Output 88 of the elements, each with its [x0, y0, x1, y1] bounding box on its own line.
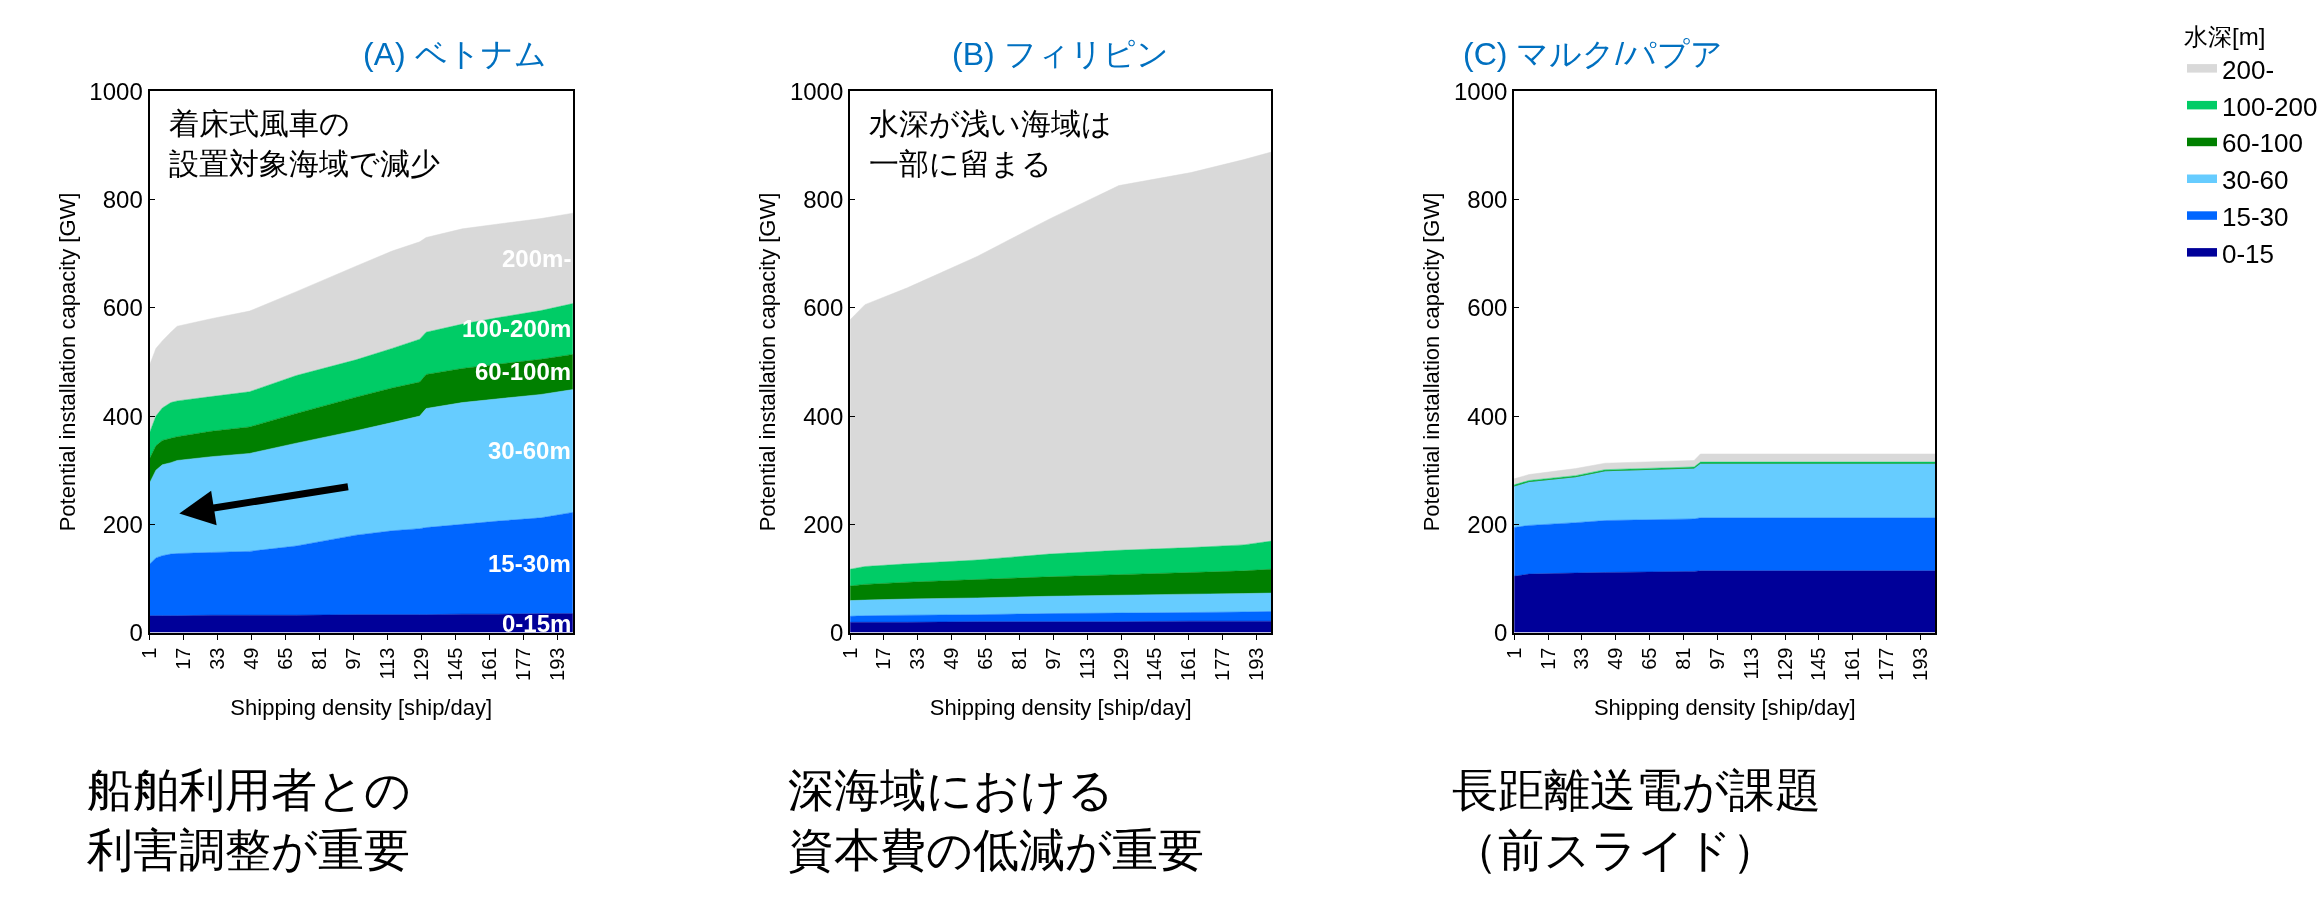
y-tick-label: 0 [129, 618, 143, 646]
y-tick-label: 400 [1467, 402, 1508, 430]
y-tick-label: 400 [102, 402, 143, 430]
x-tick-label: 49 [940, 647, 963, 670]
y-tick-label: 600 [803, 294, 844, 322]
y-axis-title: Potential installation capacity [GW] [755, 192, 781, 532]
legend-label: 30-60 [2222, 165, 2289, 196]
x-tick-label: 161 [478, 647, 501, 681]
chart-title: (C) マルク/パプア [1463, 36, 1724, 72]
legend-label: 100-200 [2222, 91, 2318, 122]
x-tick-label: 177 [1875, 647, 1898, 681]
y-tick-label: 800 [803, 186, 844, 214]
x-tick-label: 33 [906, 647, 929, 670]
x-tick-label: 97 [342, 647, 365, 670]
y-tick-label: 200 [102, 510, 143, 538]
x-tick-label: 113 [1075, 647, 1098, 680]
annotation: 設置対象海域で減少 [169, 147, 440, 180]
text: 深海域における [788, 764, 1114, 816]
annotation: 着床式風車の [169, 107, 350, 140]
legend-label: 15-30 [2222, 201, 2289, 232]
x-axis-title: Shipping density [ship/day] [929, 695, 1192, 721]
x-tick-label: 145 [444, 647, 467, 681]
y-tick-label: 1000 [89, 77, 143, 105]
x-axis-title: Shipping density [ship/day] [1593, 695, 1856, 721]
annotation: 水深が浅い海域は [869, 107, 1112, 140]
chart-title: (B) フィリピン [952, 36, 1169, 72]
x-tick-label: 1 [838, 647, 861, 659]
x-tick-label: 193 [1909, 647, 1932, 681]
x-tick-label: 33 [206, 647, 229, 670]
x-tick-label: 97 [1705, 647, 1728, 670]
series-label: 30-60m [488, 437, 571, 464]
text: （前スライド） [1452, 824, 1778, 876]
annotation: 一部に留まる [869, 147, 1052, 180]
x-tick-label: 161 [1177, 647, 1200, 681]
x-tick-label: 65 [1638, 647, 1661, 670]
x-tick-label: 17 [172, 647, 195, 670]
series-label: 15-30m [488, 550, 571, 577]
legend-title: 水深[m] [2184, 23, 2266, 51]
x-axis-title: Shipping density [ship/day] [230, 695, 493, 721]
y-tick-label: 0 [1493, 618, 1508, 646]
y-tick-label: 800 [102, 186, 143, 214]
x-tick-label: 97 [1041, 647, 1064, 670]
x-tick-label: 177 [1211, 647, 1234, 681]
y-axis-title: Potential installation capacity [GW] [54, 192, 80, 532]
x-tick-label: 129 [1109, 647, 1132, 681]
x-tick-label: 113 [1739, 647, 1762, 680]
x-tick-label: 193 [546, 647, 569, 681]
x-tick-label: 129 [410, 647, 433, 681]
x-tick-label: 65 [974, 647, 997, 670]
x-tick-label: 193 [1245, 647, 1267, 681]
x-tick-label: 65 [274, 647, 297, 670]
legend-label: 60-100 [2222, 128, 2303, 159]
legend-label: 200- [2222, 54, 2275, 85]
series-label: 60-100m [475, 358, 572, 385]
x-tick-label: 129 [1773, 647, 1796, 681]
x-tick-label: 113 [376, 647, 399, 680]
y-tick-label: 0 [829, 618, 844, 646]
text: 資本費の低減が重要 [788, 824, 1204, 876]
y-axis-title: Potential installation capacity [GW] [1419, 192, 1445, 532]
y-tick-label: 200 [803, 510, 844, 538]
series-label: 0-15m [502, 610, 572, 637]
x-tick-label: 49 [240, 647, 263, 670]
chart-title: (A) ベトナム [363, 36, 547, 72]
x-tick-label: 81 [1007, 647, 1030, 670]
x-tick-label: 161 [1841, 647, 1864, 681]
x-tick-label: 33 [1570, 647, 1593, 670]
x-tick-label: 17 [872, 647, 895, 670]
y-tick-label: 800 [1467, 186, 1508, 214]
y-tick-label: 200 [1467, 510, 1508, 538]
y-tick-label: 1000 [789, 77, 844, 105]
y-tick-label: 1000 [1453, 77, 1508, 105]
x-tick-label: 1 [138, 647, 161, 659]
series-label: 100-200m [462, 315, 572, 342]
y-tick-label: 400 [803, 402, 844, 430]
text: 利害調整が重要 [87, 824, 410, 876]
x-tick-label: 17 [1536, 647, 1559, 670]
y-tick-label: 600 [1467, 294, 1508, 322]
text: 長距離送電が課題 [1452, 764, 1821, 816]
x-tick-label: 145 [1807, 647, 1830, 681]
x-tick-label: 49 [1604, 647, 1627, 670]
y-tick-label: 600 [102, 294, 143, 322]
x-tick-label: 81 [1671, 647, 1694, 670]
text: 船舶利用者との [87, 764, 411, 816]
x-tick-label: 1 [1502, 647, 1525, 659]
legend-label: 0-15 [2222, 238, 2275, 269]
x-tick-label: 145 [1143, 647, 1166, 681]
x-tick-label: 81 [308, 647, 331, 670]
x-tick-label: 177 [512, 647, 535, 681]
